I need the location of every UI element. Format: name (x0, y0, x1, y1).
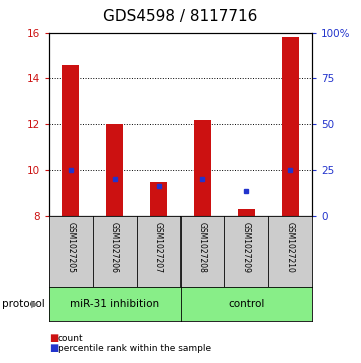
Bar (150, 182, 167, 216)
Text: protocol: protocol (2, 299, 44, 309)
Text: GSM1027206: GSM1027206 (110, 222, 119, 273)
Text: control: control (228, 299, 265, 309)
Text: GSM1027208: GSM1027208 (198, 222, 207, 273)
Bar (106, 124, 123, 216)
Text: GSM1027205: GSM1027205 (66, 222, 75, 273)
Text: percentile rank within the sample: percentile rank within the sample (58, 344, 211, 353)
Text: ▶: ▶ (31, 299, 38, 309)
Bar (282, 37, 299, 216)
Text: miR-31 inhibition: miR-31 inhibition (70, 299, 159, 309)
Text: GDS4598 / 8117716: GDS4598 / 8117716 (103, 9, 258, 24)
Text: GSM1027207: GSM1027207 (154, 222, 163, 273)
Text: GSM1027210: GSM1027210 (286, 222, 295, 273)
Text: ■: ■ (49, 343, 58, 354)
Bar (62, 65, 79, 216)
Bar (193, 120, 211, 216)
Text: GSM1027209: GSM1027209 (242, 222, 251, 273)
Text: count: count (58, 334, 83, 343)
Bar (238, 209, 255, 216)
Text: ■: ■ (49, 333, 58, 343)
